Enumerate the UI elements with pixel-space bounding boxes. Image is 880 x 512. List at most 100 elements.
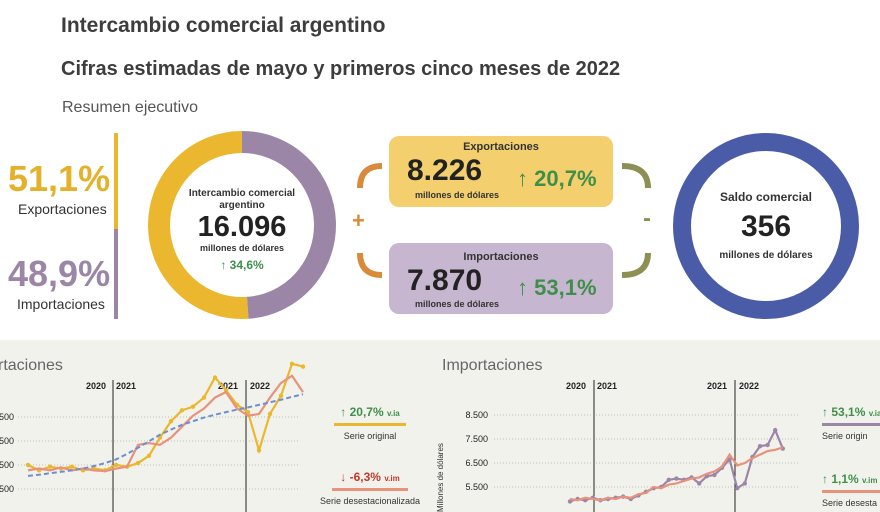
imports-share-label: Importaciones <box>17 296 105 312</box>
exports-original-point <box>168 419 174 424</box>
exports-original-point <box>201 395 207 400</box>
imports-original-point <box>697 481 702 486</box>
imports-original-point <box>765 442 770 448</box>
exports-original-point <box>47 464 53 469</box>
imports-ytick-label: 7.500 <box>465 434 488 444</box>
exports-original-point <box>25 462 31 468</box>
imports-line-chart: Importaciones 2020 2021 2021 2022 5.500 6.500 7… <box>436 357 800 512</box>
imports-original-point <box>742 481 747 486</box>
donut-total-value: 16.096 <box>197 211 287 243</box>
imports-original-point <box>674 476 679 481</box>
exports-share-pct: 51,1% <box>8 158 111 199</box>
imports-chart-title: Importaciones <box>442 357 543 374</box>
line-charts: rtaciones 2020 2021 2021 2022 500 500 500 500 Im… <box>0 357 800 512</box>
exports-original-point <box>135 460 141 466</box>
imports-ytick-label: 5.500 <box>465 482 488 492</box>
balance-unit: millones de dólares <box>719 250 813 261</box>
legend-swatch-original-imports <box>822 423 880 426</box>
arrow-up-icon: ↑ <box>340 405 347 419</box>
imports-sa-change: 1,1% <box>831 472 859 486</box>
exports-original-point <box>113 462 119 468</box>
imports-original-point <box>666 477 671 482</box>
exports-original-point <box>146 453 152 458</box>
section-label: Resumen ejecutivo <box>62 99 199 116</box>
minus-sign: - <box>643 205 651 232</box>
exports-original-label: Serie original <box>343 431 397 441</box>
imports-sa-suffix: v.im <box>862 476 878 485</box>
balance-title: Saldo comercial <box>719 190 813 204</box>
exports-original-point <box>190 404 196 409</box>
arrow-up-icon: ↑ <box>517 275 528 300</box>
exports-sa-line <box>27 374 304 473</box>
imports-original-change: 53,1% <box>831 405 866 419</box>
exports-ytick-label: 500 <box>0 436 14 446</box>
exports-line-chart: rtaciones 2020 2021 2021 2022 500 500 500 500 <box>0 357 306 512</box>
arrow-up-icon: ↑ <box>822 472 828 486</box>
exports-original-point <box>278 393 284 398</box>
arrow-up-icon: ↑ <box>822 405 828 419</box>
imports-original-point <box>712 472 717 478</box>
imports-original-point <box>773 427 778 433</box>
donut-exports-segment <box>148 131 249 319</box>
exports-period-label: 2021 <box>116 381 136 391</box>
balance-ring <box>673 133 859 319</box>
plus-sign: + <box>352 208 365 233</box>
donut-label: Intercambio comercial argentino <box>188 188 296 211</box>
legend-swatch-original <box>334 423 406 426</box>
donut-imports-segment <box>241 131 336 319</box>
page-subtitle: Cifras estimadas de mayo y primeros cinc… <box>61 58 621 80</box>
exports-original-point <box>289 361 295 367</box>
imports-sa-label: Serie desesta <box>822 498 878 508</box>
imports-period-label: 2021 <box>707 381 727 391</box>
arrow-up-icon: ↑ <box>220 258 227 272</box>
exports-box-unit: millones de dólares <box>415 190 500 200</box>
imports-box-value: 7.870 <box>407 264 483 297</box>
trade-donut-chart <box>148 131 336 319</box>
exports-period-label: 2021 <box>218 381 238 391</box>
imports-original-point <box>735 486 740 491</box>
exports-original-suffix: v.ia <box>386 409 400 418</box>
exports-original-point <box>256 448 262 453</box>
exports-box-value: 8.226 <box>407 154 483 187</box>
exports-share-label: Exportaciones <box>18 201 107 217</box>
imports-ytick-label: 8.500 <box>465 410 488 420</box>
arrow-down-icon: ↓ <box>340 470 347 484</box>
exports-sa-label: Serie desestacionalizada <box>319 496 421 506</box>
imports-box-title: Importaciones <box>463 251 539 263</box>
imports-box-unit: millones de dólares <box>415 299 500 309</box>
imports-summary-box: Importaciones 7.870 millones de dólares … <box>389 243 613 314</box>
charts-panel <box>0 340 880 512</box>
exports-period-label: 2022 <box>250 381 270 391</box>
exports-ytick-label: 500 <box>0 460 14 470</box>
exports-trend-line <box>27 393 304 477</box>
minus-bracket <box>621 163 651 278</box>
exports-sa-change: -6,3% <box>349 470 381 484</box>
imports-original-suffix: v.ia <box>868 409 880 418</box>
exports-original-point <box>300 364 306 369</box>
legend-swatch-sa-imports <box>822 490 880 493</box>
exports-original-change: 20,7% <box>349 405 384 419</box>
donut-change: 34,6% <box>229 258 264 272</box>
exports-chart-title: rtaciones <box>0 357 63 374</box>
imports-sa-line <box>569 446 784 502</box>
plus-bracket <box>357 163 383 278</box>
imports-ytick-label: 6.500 <box>465 458 488 468</box>
exports-sa-suffix: v.im <box>384 474 400 483</box>
exports-ytick-label: 500 <box>0 484 14 494</box>
exports-original-point <box>179 408 185 413</box>
exports-original-point <box>212 375 218 380</box>
exports-ytick-label: 500 <box>0 412 14 422</box>
imports-original-line <box>569 427 784 503</box>
exports-period-label: 2020 <box>86 381 106 391</box>
exports-original-point <box>267 411 273 417</box>
balance-value: 356 <box>740 210 792 243</box>
exports-summary-box: Exportaciones 8.226 millones de dólares … <box>389 136 613 207</box>
imports-period-label: 2020 <box>566 381 586 391</box>
exports-original-point <box>69 464 75 469</box>
imports-original-point <box>567 499 573 504</box>
imports-period-label: 2022 <box>739 381 759 391</box>
imports-share-pct: 48,9% <box>8 253 111 294</box>
arrow-up-icon: ↑ <box>517 166 528 191</box>
imports-share-bar <box>114 229 118 319</box>
exports-share-bar <box>114 133 118 229</box>
